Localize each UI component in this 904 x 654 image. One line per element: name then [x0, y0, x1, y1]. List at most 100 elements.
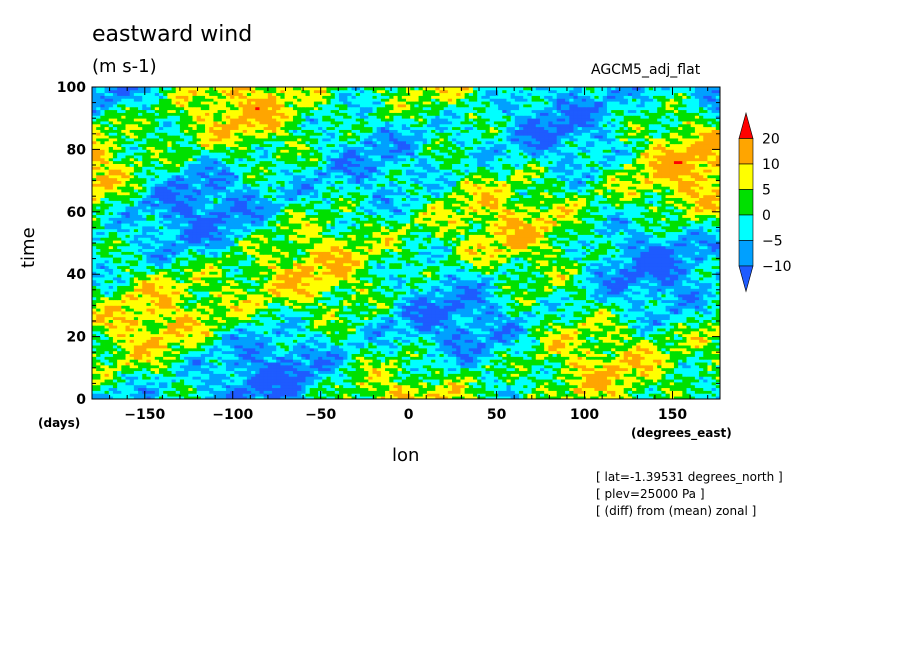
- heatmap-cell: [627, 376, 633, 380]
- heatmap-cell: [703, 367, 708, 372]
- heatmap-cell: [192, 345, 198, 349]
- heatmap-cell: [636, 345, 641, 349]
- heatmap-cell: [322, 396, 327, 400]
- heatmap-cell: [602, 379, 608, 383]
- heatmap-cell: [376, 319, 382, 323]
- heatmap-cell: [502, 336, 507, 340]
- heatmap-cell: [657, 319, 662, 323]
- heatmap-cell: [376, 316, 382, 320]
- heatmap-cell: [619, 359, 625, 363]
- heatmap-cell: [171, 379, 177, 383]
- heatmap-cell: [150, 311, 156, 315]
- heatmap-cell: [292, 319, 298, 323]
- heatmap-cell: [678, 390, 683, 394]
- heatmap-cell: [606, 311, 612, 315]
- heatmap-cell: [481, 364, 486, 369]
- heatmap-cell: [485, 370, 491, 374]
- heatmap-cell: [108, 376, 114, 380]
- heatmap-cell: [435, 330, 440, 335]
- heatmap-cell: [292, 384, 298, 389]
- heatmap-cell: [464, 359, 470, 363]
- heatmap-cell: [657, 347, 662, 352]
- heatmap-cell: [263, 367, 269, 372]
- heatmap-cell: [100, 384, 105, 389]
- heatmap-cell: [464, 305, 470, 309]
- heatmap-cell: [393, 362, 399, 366]
- heatmap-cell: [251, 367, 256, 372]
- heatmap-cell: [318, 339, 323, 343]
- heatmap-cell: [242, 325, 248, 329]
- heatmap-cell: [359, 359, 365, 363]
- heatmap-cell: [594, 387, 599, 391]
- heatmap-cell: [343, 347, 348, 352]
- heatmap-cell: [539, 387, 545, 391]
- heatmap-cell: [560, 322, 566, 326]
- heatmap-cell: [284, 322, 290, 326]
- heatmap-cell: [234, 362, 239, 366]
- heatmap-cell: [326, 367, 332, 372]
- heatmap-cell: [682, 345, 687, 349]
- heatmap-cell: [104, 390, 110, 394]
- heatmap-cell: [368, 328, 373, 332]
- heatmap-cell: [368, 333, 373, 337]
- heatmap-cell: [615, 367, 620, 372]
- heatmap-cell: [179, 359, 185, 363]
- heatmap-cell: [586, 336, 591, 340]
- heatmap-cell: [535, 396, 541, 400]
- heatmap-cell: [602, 308, 608, 312]
- heatmap-cell: [322, 336, 327, 340]
- heatmap-cell: [606, 387, 612, 391]
- heatmap-cell: [422, 328, 428, 332]
- heatmap-cell: [397, 387, 403, 391]
- heatmap-cell: [531, 393, 537, 397]
- heatmap-cell: [569, 319, 574, 323]
- heatmap-cell: [623, 345, 629, 349]
- heatmap-cell: [673, 336, 679, 340]
- heatmap-cell: [715, 322, 721, 326]
- heatmap-cell: [711, 345, 717, 349]
- heatmap-cell: [410, 313, 415, 318]
- heatmap-cell: [552, 345, 558, 349]
- heatmap-cell: [648, 339, 654, 343]
- heatmap-cell: [230, 379, 235, 383]
- heatmap-cell: [372, 345, 378, 349]
- heatmap-cell: [485, 339, 491, 343]
- heatmap-cell: [397, 373, 403, 377]
- heatmap-cell: [464, 330, 470, 335]
- heatmap-cell: [657, 311, 662, 315]
- heatmap-cell: [276, 308, 281, 312]
- heatmap-cell: [644, 373, 650, 377]
- heatmap-cell: [309, 333, 315, 337]
- heatmap-cell: [502, 330, 507, 335]
- heatmap-cell: [644, 387, 650, 391]
- heatmap-cell: [121, 373, 126, 377]
- heatmap-cell: [158, 313, 164, 318]
- heatmap-cell: [133, 379, 139, 383]
- heatmap-cell: [117, 376, 122, 380]
- heatmap-cell: [359, 370, 365, 374]
- heatmap-cell: [611, 393, 616, 397]
- heatmap-cell: [259, 364, 265, 369]
- heatmap-cell: [565, 333, 570, 337]
- heatmap-cell: [163, 333, 168, 337]
- heatmap-cell: [205, 336, 210, 340]
- heatmap-cell: [376, 390, 382, 394]
- heatmap-cell: [619, 364, 625, 369]
- heatmap-cell: [431, 390, 436, 394]
- heatmap-cell: [330, 359, 336, 363]
- heatmap-cell: [200, 393, 206, 397]
- heatmap-cell: [690, 370, 696, 374]
- heatmap-cell: [640, 336, 646, 340]
- heatmap-cell: [544, 339, 549, 343]
- heatmap-cell: [196, 350, 202, 355]
- heatmap-cell: [347, 308, 352, 312]
- heatmap-cell: [493, 370, 499, 374]
- heatmap-cell: [213, 367, 218, 372]
- heatmap-cell: [623, 330, 629, 335]
- heatmap-cell: [217, 325, 223, 329]
- heatmap-cell: [92, 384, 97, 389]
- heatmap-cell: [179, 302, 185, 306]
- heatmap-cell: [410, 396, 415, 400]
- heatmap-cell: [129, 311, 135, 315]
- heatmap-cell: [548, 362, 553, 366]
